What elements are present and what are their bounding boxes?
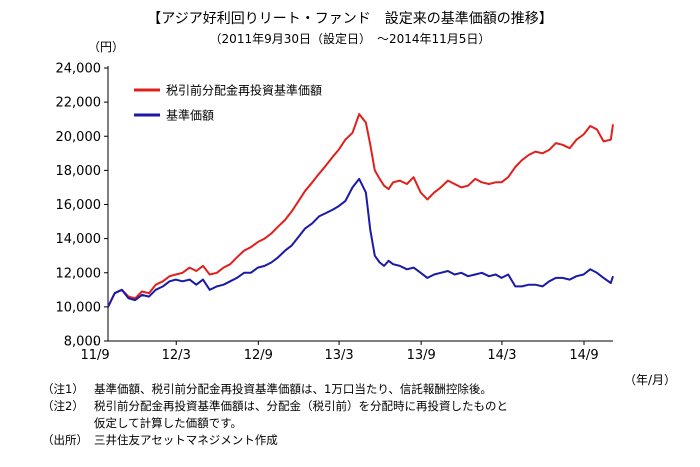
footnote-tag: （出所） [42, 433, 88, 447]
y-tick-label: 8,000 [64, 335, 101, 350]
plot-axes [107, 66, 613, 342]
legend-label: 基準価額 [166, 108, 214, 123]
series-lines [107, 113, 614, 308]
footnote-source: （出所） 三井住友アセットマネジメント作成 [42, 432, 508, 449]
reinvested-nav-line [107, 113, 614, 308]
footnote-text: 税引前分配金再投資基準価額は、分配金（税引前）を分配時に再投資したものと [94, 399, 508, 413]
y-tick-label: 14,000 [56, 232, 102, 247]
x-tick-label: 12/3 [162, 348, 191, 363]
footnote-2-continued: 仮定して計算した価額です。 [94, 416, 243, 430]
footnote-text: 基準価額、税引前分配金再投資基準価額は、1万口当たり、信託報酬控除後。 [94, 382, 492, 396]
y-tick-label: 20,000 [56, 130, 102, 145]
y-tick-label: 18,000 [56, 164, 102, 179]
y-axis-unit: （円） [88, 40, 125, 54]
footnotes: （注1） 基準価額、税引前分配金再投資基準価額は、1万口当たり、信託報酬控除後。… [42, 381, 508, 449]
nav-line-chart: 8,000 10,000 12,000 14,000 16,000 18,000 20,00… [56, 62, 614, 363]
x-tick-label: 11/9 [80, 348, 109, 363]
chart-title: 【アジア好利回りリート・ファンド 設定来の基準価額の推移】 [147, 11, 553, 27]
footnote-1: （注1） 基準価額、税引前分配金再投資基準価額は、1万口当たり、信託報酬控除後。 [42, 381, 508, 398]
x-tick-label: 13/9 [407, 348, 436, 363]
footnote-text: 三井住友アセットマネジメント作成 [94, 433, 278, 447]
x-axis-unit: （年/月） [624, 373, 677, 387]
y-tick-label: 22,000 [56, 96, 102, 111]
legend-label: 税引前分配金再投資基準価額 [166, 83, 322, 98]
footnote-tag: （注1） [42, 382, 84, 396]
y-tick-label: 16,000 [56, 198, 102, 213]
y-tick-label: 24,000 [56, 62, 102, 77]
y-tick-label: 12,000 [56, 266, 102, 281]
y-axis-ticks: 8,000 10,000 12,000 14,000 16,000 18,000 20,00… [56, 62, 108, 350]
footnote-2: （注2） 税引前分配金再投資基準価額は、分配金（税引前）を分配時に再投資したもの… [42, 398, 508, 415]
footnote-tag: （注2） [42, 399, 84, 413]
x-tick-label: 13/3 [324, 348, 353, 363]
x-tick-label: 14/3 [487, 348, 516, 363]
x-tick-label: 14/9 [569, 348, 598, 363]
nav-line [107, 177, 614, 308]
x-axis-ticks: 11/9 12/3 12/9 13/3 13/9 14/3 14/9 [80, 341, 599, 363]
y-tick-label: 10,000 [56, 300, 102, 315]
x-tick-label: 12/9 [244, 348, 273, 363]
chart-subtitle: （2011年9月30日（設定日） ～2014年11月5日） [209, 32, 491, 46]
